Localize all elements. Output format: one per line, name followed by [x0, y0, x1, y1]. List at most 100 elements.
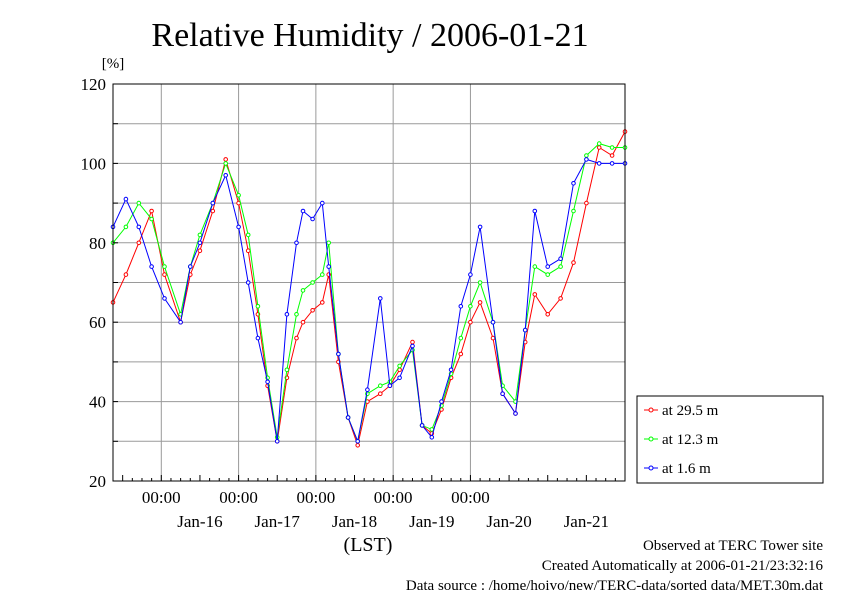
data-point	[178, 319, 183, 325]
x-day-label: Jan-16	[177, 512, 222, 531]
legend-swatch-marker	[648, 436, 654, 442]
data-point	[245, 232, 251, 238]
data-point	[162, 272, 167, 277]
x-time-tick-label: 00:00	[451, 488, 490, 507]
data-point	[477, 224, 483, 230]
data-point	[326, 264, 332, 269]
data-point	[532, 208, 538, 214]
data-point	[188, 264, 193, 269]
data-point	[355, 443, 361, 448]
data-point	[609, 145, 615, 150]
data-point	[284, 312, 290, 317]
data-point	[162, 296, 167, 301]
data-point	[477, 300, 483, 305]
data-point	[300, 319, 306, 325]
legend-box	[636, 395, 824, 484]
data-point	[136, 224, 142, 230]
data-point	[310, 216, 315, 222]
series-layer	[110, 129, 628, 448]
data-point	[429, 427, 435, 432]
data-point	[468, 319, 473, 325]
data-point	[223, 173, 228, 178]
data-point	[310, 308, 315, 313]
data-point	[439, 399, 444, 404]
data-point	[584, 200, 589, 206]
x-day-label: Jan-17	[255, 512, 301, 531]
data-point	[336, 351, 341, 357]
y-tick-label: 120	[81, 75, 107, 94]
data-point	[294, 312, 299, 317]
data-point	[300, 288, 306, 293]
x-day-label: Jan-20	[486, 512, 531, 531]
data-point	[197, 240, 203, 246]
data-point	[596, 161, 602, 166]
data-point	[513, 411, 518, 416]
data-point	[326, 240, 332, 246]
legend-label: at 12.3 m	[662, 432, 719, 448]
data-point	[320, 200, 325, 206]
data-point	[236, 224, 241, 230]
data-point	[558, 296, 563, 301]
data-point	[468, 272, 473, 277]
data-point	[294, 240, 299, 246]
data-point	[223, 157, 228, 162]
data-point	[397, 375, 402, 381]
data-point	[584, 153, 589, 158]
data-point	[123, 196, 129, 202]
legend-swatch-marker	[648, 407, 654, 413]
data-point	[123, 272, 129, 277]
x-time-tick-label: 00:00	[297, 488, 336, 507]
y-axis-unit: [%]	[102, 56, 125, 72]
footer-data-source: Data source : /home/hoivo/new/TERC-data/…	[406, 578, 824, 594]
data-point	[468, 304, 473, 309]
x-axis-label: (LST)	[344, 534, 393, 556]
series-line	[112, 131, 626, 448]
footer-observed: Observed at TERC Tower site	[643, 538, 823, 554]
legend: at 29.5 m at 12.3 m at 1.6 m	[636, 395, 824, 484]
data-point	[378, 383, 383, 389]
series-line	[112, 143, 625, 444]
data-point	[584, 157, 589, 162]
axes: 20 40 60 80 100 120 00:00 00:00 00:00 00:00 00:00 J…	[81, 75, 626, 531]
data-point	[255, 304, 261, 309]
data-point	[490, 335, 496, 341]
data-point	[558, 264, 563, 269]
data-point	[448, 367, 454, 373]
data-point	[123, 224, 129, 230]
chart-title: Relative Humidity / 2006-01-21	[151, 17, 588, 54]
y-tick-label: 40	[89, 393, 106, 412]
data-point	[320, 272, 325, 277]
data-point	[294, 335, 299, 341]
data-point	[397, 363, 402, 369]
data-point	[609, 161, 615, 166]
data-point	[197, 248, 203, 253]
y-tick-label: 100	[81, 154, 107, 173]
x-time-tick-label: 00:00	[219, 488, 258, 507]
data-point	[265, 379, 270, 385]
data-point	[458, 304, 464, 309]
y-tick-label: 60	[89, 313, 106, 332]
y-tick-label: 80	[89, 234, 106, 253]
data-point	[596, 141, 602, 146]
data-point	[274, 439, 280, 444]
data-point	[197, 232, 203, 238]
data-point	[255, 335, 261, 341]
data-point	[149, 216, 154, 222]
data-point	[571, 260, 576, 265]
data-point	[149, 264, 154, 269]
x-day-label: Jan-18	[332, 512, 377, 531]
data-point	[571, 208, 576, 214]
data-point	[490, 319, 496, 325]
x-time-tick-label: 00:00	[374, 488, 413, 507]
grid	[113, 84, 625, 481]
x-day-label: Jan-19	[409, 512, 454, 531]
data-point	[596, 145, 602, 150]
data-point	[162, 264, 167, 269]
data-point	[571, 181, 576, 186]
legend-label: at 29.5 m	[662, 403, 719, 419]
data-point	[477, 280, 483, 285]
data-point	[149, 208, 154, 214]
x-time-tick-label: 00:00	[142, 488, 181, 507]
y-tick-label: 20	[89, 472, 106, 491]
data-point	[378, 296, 383, 301]
